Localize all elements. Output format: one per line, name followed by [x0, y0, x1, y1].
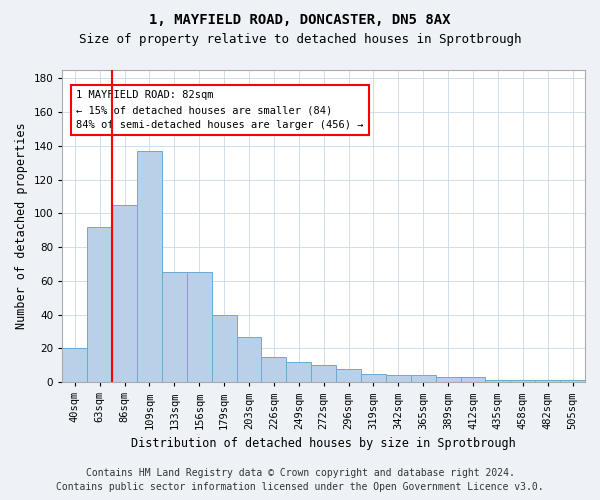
Bar: [336, 368, 361, 382]
Y-axis label: Number of detached properties: Number of detached properties: [15, 123, 28, 330]
Bar: [262, 357, 286, 382]
Bar: [511, 380, 535, 382]
Bar: [236, 336, 262, 382]
Bar: [62, 348, 87, 382]
Bar: [187, 272, 212, 382]
Text: 1, MAYFIELD ROAD, DONCASTER, DN5 8AX: 1, MAYFIELD ROAD, DONCASTER, DN5 8AX: [149, 12, 451, 26]
Bar: [485, 380, 511, 382]
Bar: [411, 376, 436, 382]
Bar: [386, 376, 411, 382]
X-axis label: Distribution of detached houses by size in Sprotbrough: Distribution of detached houses by size …: [131, 437, 516, 450]
Bar: [535, 380, 560, 382]
Bar: [137, 151, 162, 382]
Bar: [112, 205, 137, 382]
Text: Size of property relative to detached houses in Sprotbrough: Size of property relative to detached ho…: [79, 32, 521, 46]
Bar: [87, 227, 112, 382]
Bar: [311, 366, 336, 382]
Bar: [361, 374, 386, 382]
Bar: [436, 377, 461, 382]
Bar: [286, 362, 311, 382]
Bar: [461, 377, 485, 382]
Text: 1 MAYFIELD ROAD: 82sqm
← 15% of detached houses are smaller (84)
84% of semi-det: 1 MAYFIELD ROAD: 82sqm ← 15% of detached…: [76, 90, 364, 130]
Bar: [162, 272, 187, 382]
Bar: [560, 380, 585, 382]
Bar: [212, 314, 236, 382]
Text: Contains HM Land Registry data © Crown copyright and database right 2024.
Contai: Contains HM Land Registry data © Crown c…: [56, 468, 544, 492]
